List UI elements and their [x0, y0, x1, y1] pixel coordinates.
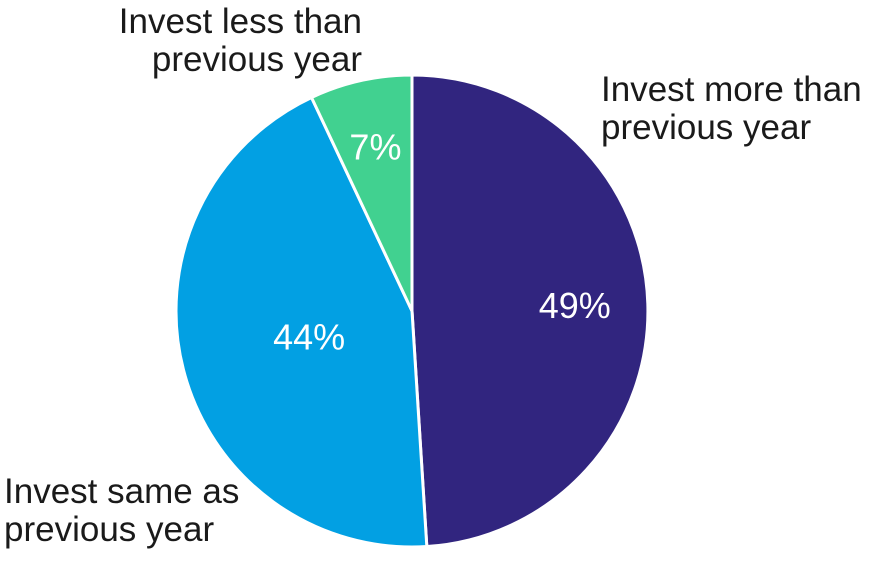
pie-value-labels: 49% 44% 7% — [273, 126, 611, 357]
pie-value-label-invest-more-than-previous-year: 49% — [539, 285, 611, 326]
pie-value-label-invest-same-as-previous-year: 44% — [273, 316, 345, 357]
pie-slice-invest-less-than-previous-year — [310, 73, 414, 313]
pie-value-label-invest-less-than-previous-year: 7% — [349, 126, 401, 167]
pie-category-label-line: Invest same as — [4, 472, 239, 511]
pie-slices — [174, 73, 650, 549]
pie-category-label-line: Invest more than — [601, 70, 862, 109]
pie-category-label-line: Invest less than — [119, 2, 362, 41]
pie-category-label-invest-more-than-previous-year: Invest more than previous year — [601, 70, 862, 147]
pie-category-label-line: previous year — [601, 108, 811, 147]
pie-category-label-invest-same-as-previous-year: Invest same as previous year — [4, 472, 239, 549]
pie-category-label-line: previous year — [4, 510, 214, 549]
pie-category-label-invest-less-than-previous-year: Invest less than previous year — [119, 2, 363, 79]
pie-category-label-line: previous year — [152, 40, 362, 79]
pie-slice-invest-more-than-previous-year — [410, 73, 650, 549]
